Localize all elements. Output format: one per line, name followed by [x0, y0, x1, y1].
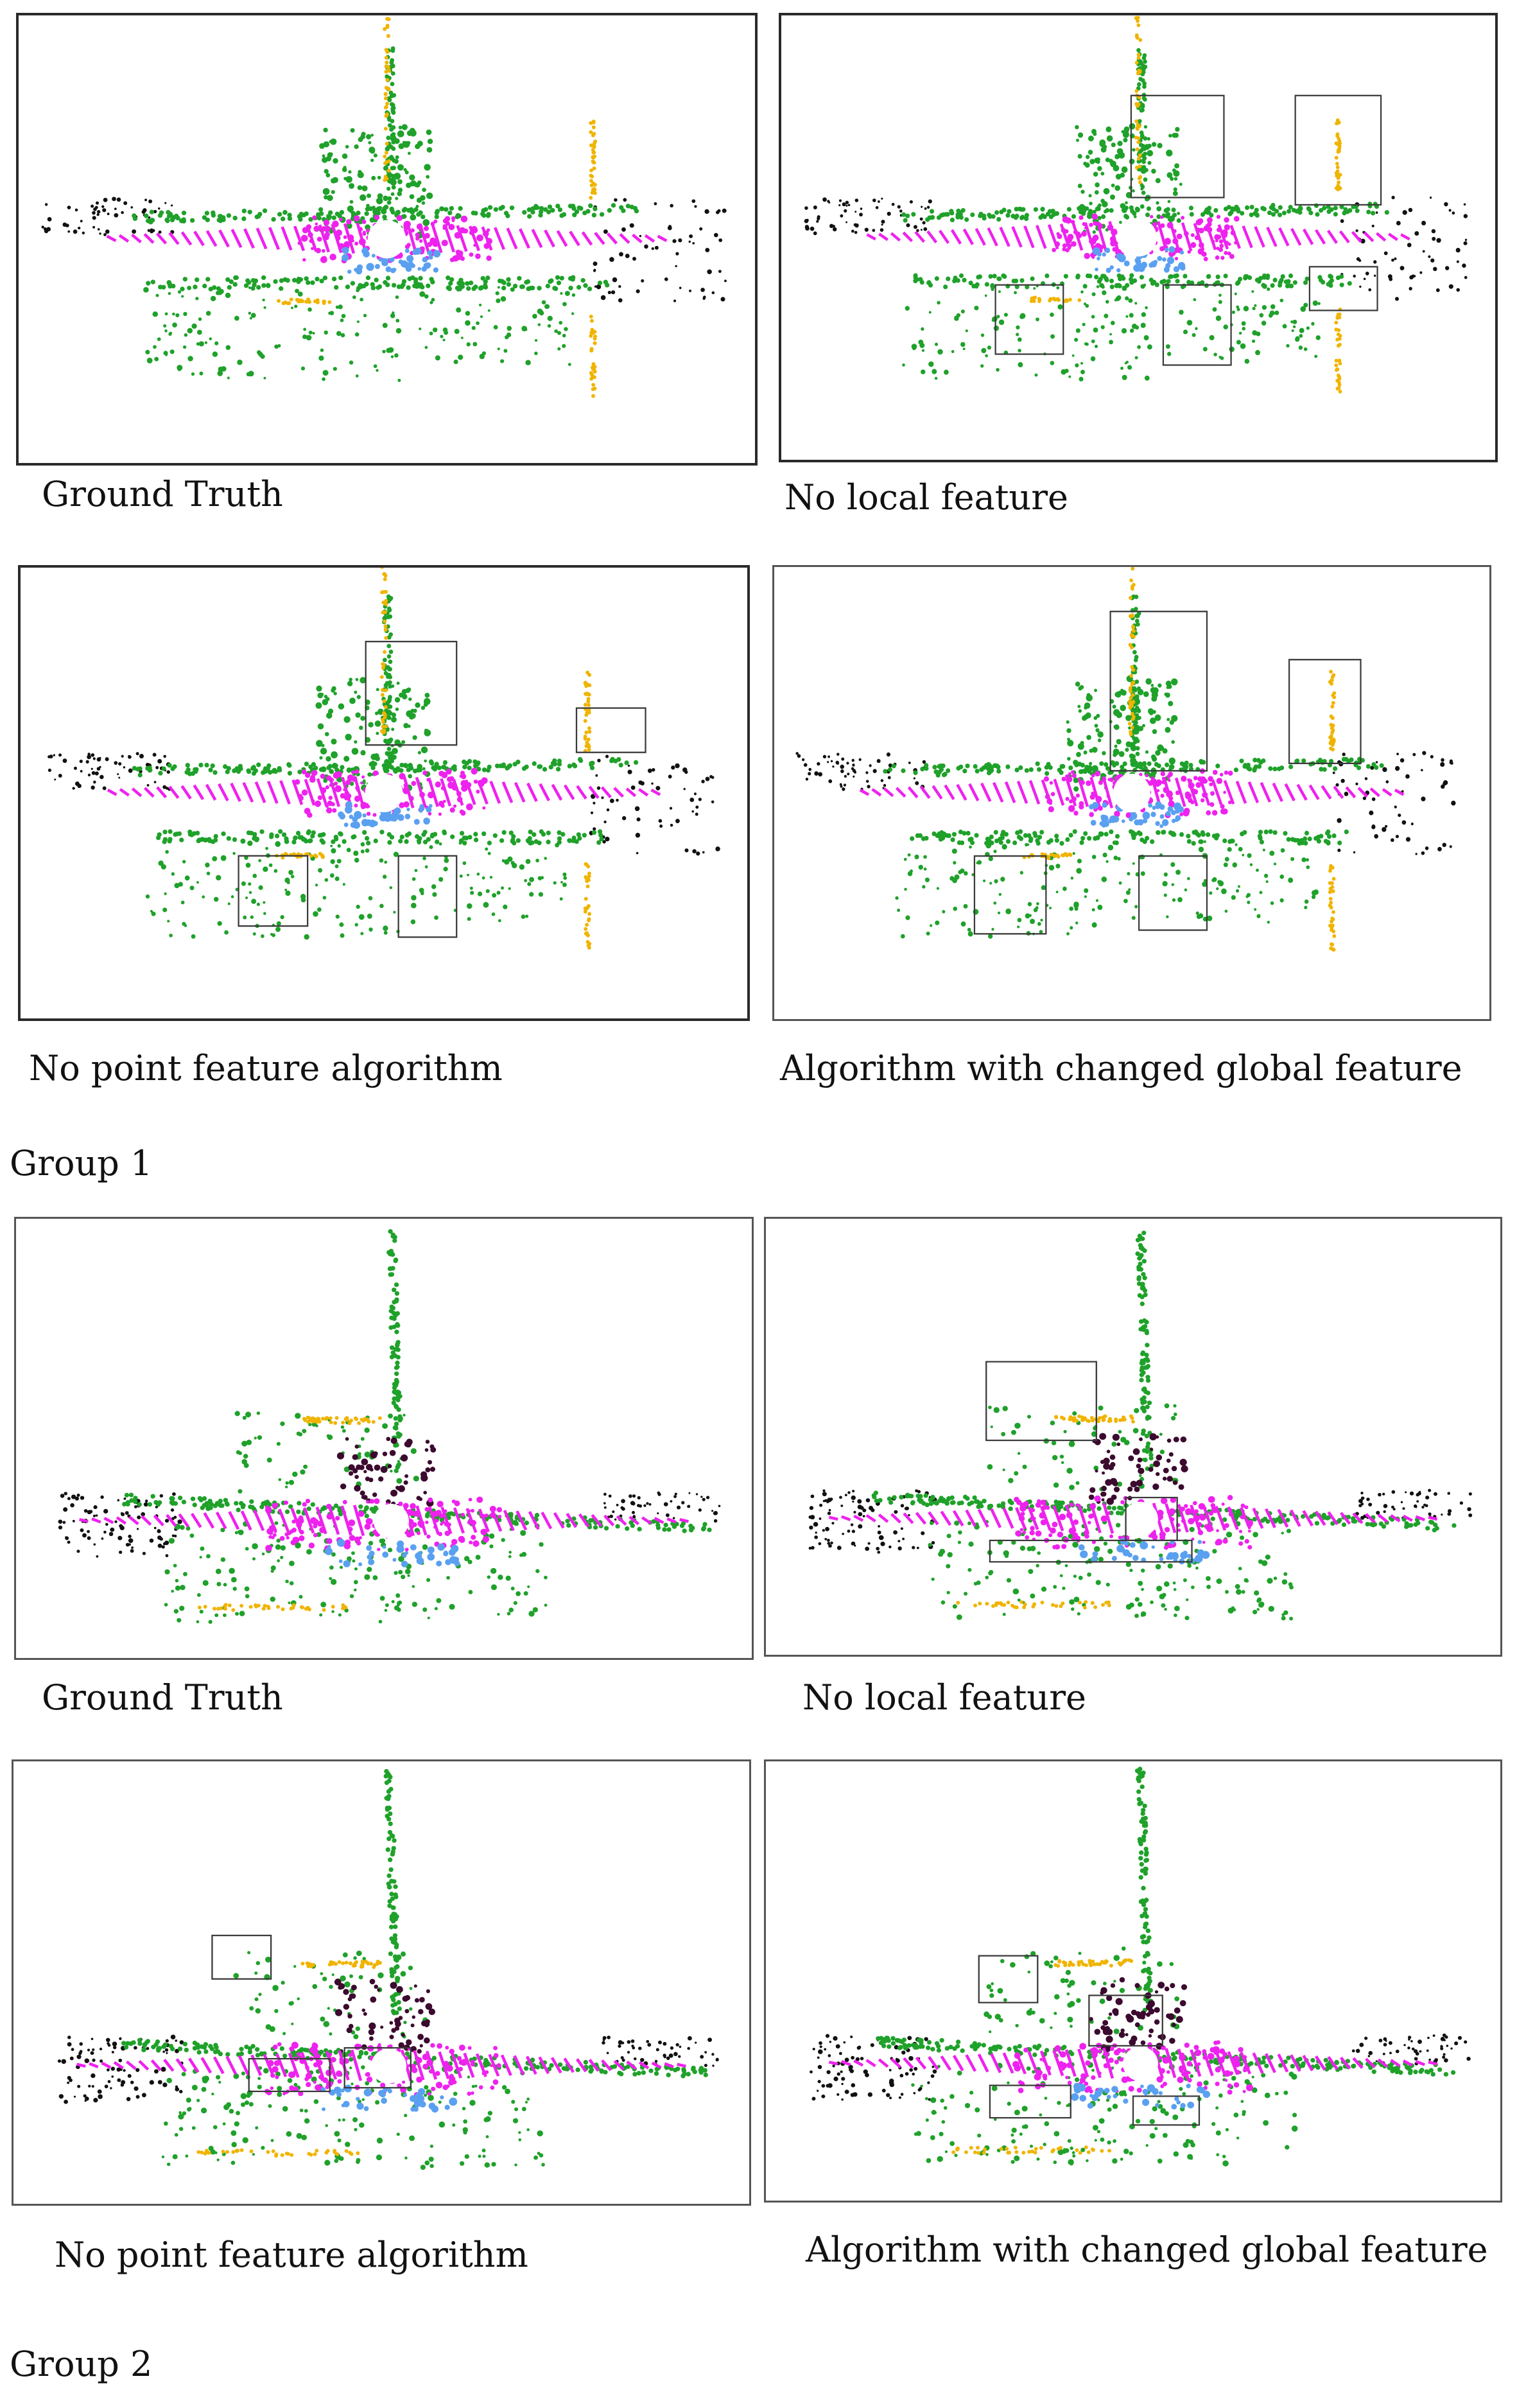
group-2-label: Group 2: [10, 2344, 153, 2384]
g2-caption-changed-global-feature: Algorithm with changed global feature: [806, 2229, 1488, 2270]
highlight-box: [1088, 1994, 1163, 2047]
highlight-box: [238, 855, 309, 927]
highlight-box: [1294, 94, 1382, 206]
g2-caption-ground-truth: Ground Truth: [42, 1677, 283, 1718]
highlight-box: [989, 1539, 1193, 1563]
highlight-box: [1288, 659, 1362, 764]
highlight-box: [989, 2084, 1071, 2119]
group-1-label: Group 1: [10, 1143, 153, 1183]
g2-panel-changed-global-feature: [764, 1759, 1502, 2203]
highlight-box: [994, 284, 1064, 355]
g2-panel-no-local-feature: [764, 1217, 1502, 1657]
highlight-box: [1109, 611, 1208, 772]
g1-caption-no-point-feature: No point feature algorithm: [29, 1048, 503, 1088]
point-cloud-image: [808, 1230, 1473, 1621]
highlight-box: [1308, 266, 1378, 311]
g1-caption-no-local-feature: No local feature: [785, 477, 1068, 518]
highlight-box: [343, 2047, 412, 2089]
highlight-box: [1132, 2095, 1201, 2126]
point-cloud-image: [48, 568, 720, 950]
highlight-box: [1130, 94, 1225, 198]
g1-panel-no-local-feature: [779, 13, 1498, 462]
highlight-box: [575, 707, 646, 753]
point-cloud-image: [57, 1768, 719, 2170]
g2-caption-no-point-feature: No point feature algorithm: [55, 2235, 528, 2275]
g1-panel-changed-global-feature: [772, 565, 1491, 1021]
highlight-box: [211, 1934, 272, 1980]
g2-panel-no-point-feature: [12, 1759, 751, 2206]
highlight-box: [365, 640, 458, 746]
g1-caption-changed-global-feature: Algorithm with changed global feature: [780, 1048, 1462, 1088]
highlight-box: [1138, 855, 1208, 931]
point-cloud-image: [41, 17, 727, 398]
point-cloud-image: [810, 1767, 1471, 2167]
highlight-box: [978, 1955, 1039, 2003]
g2-panel-ground-truth: [14, 1217, 754, 1660]
g1-caption-ground-truth: Ground Truth: [42, 474, 283, 514]
point-cloud-image: [804, 15, 1468, 394]
point-cloud-image: [58, 1229, 721, 1624]
g2-caption-no-local-feature: No local feature: [802, 1677, 1086, 1718]
highlight-box: [397, 855, 458, 938]
g1-panel-ground-truth: [16, 13, 758, 466]
highlight-box: [985, 1361, 1097, 1442]
highlight-box: [973, 855, 1047, 935]
highlight-box: [248, 2057, 331, 2093]
point-cloud-image: [795, 567, 1456, 952]
highlight-box: [1162, 284, 1232, 366]
g1-panel-no-point-feature: [18, 565, 750, 1021]
